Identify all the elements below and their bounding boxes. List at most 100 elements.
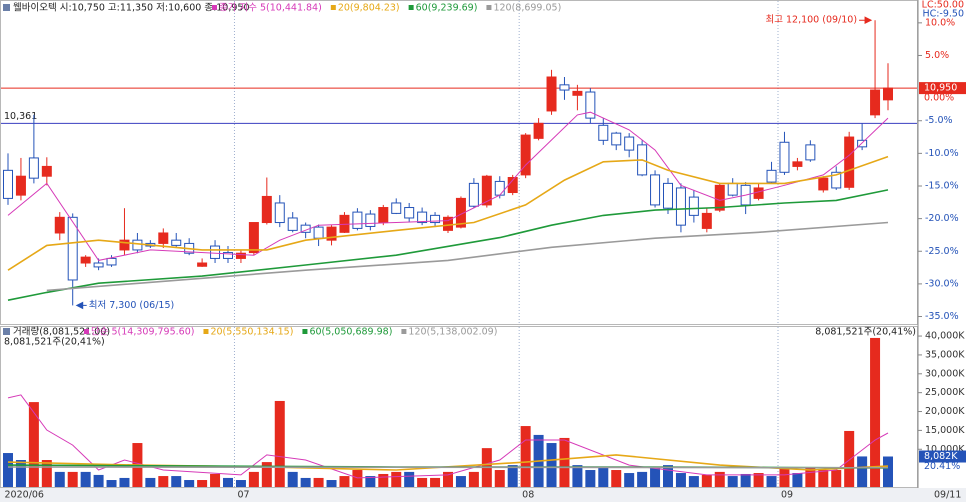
volume-bar [248,471,259,487]
candle-body [417,211,428,224]
volume-bar [520,426,531,487]
volume-bar [145,477,156,487]
candle-body [766,169,777,183]
candle-body [261,195,272,224]
moving-average [7,111,889,261]
legend-marker [84,329,89,334]
candle-body [688,196,699,216]
volume-bar [197,480,208,487]
moving-average [46,221,889,292]
current-volume-box [919,450,966,463]
volume-bar [106,480,117,487]
volume-bar [611,470,622,487]
volume-bar [857,456,868,487]
candle-body [675,187,686,226]
volume-bar [261,462,272,487]
volume-bar [93,474,104,487]
candle-body [235,252,246,259]
candle-body [365,213,376,227]
volume-bar [766,476,777,487]
volume-title: 거래량(8,081,521.00) [13,326,110,338]
volume-bar [792,473,803,487]
candle-body [546,76,557,112]
volume-bar [158,476,169,487]
candle-body [28,157,39,179]
volume-label: 8,081,521주(20,41%) [815,327,916,338]
candle-body [132,239,143,251]
y-tick-label: -20.0% [925,213,959,224]
volume-bar [365,476,376,487]
candle-body [197,262,208,267]
candle-body [494,180,505,196]
y-tick-label: 15,000K [925,425,965,436]
volume-bar [80,471,91,487]
volume-bar [714,471,725,487]
volume-bar [41,460,52,487]
y-tick-label: 25,000K [925,387,965,398]
current-volume-label: 8,082K [924,451,958,462]
volume-bar [455,476,466,487]
x-tick-label: 08 [522,490,534,501]
candle-body [210,245,221,259]
candle-body [15,175,26,196]
candle-body [481,175,492,206]
volume-bar [404,471,415,487]
volume-bar [443,471,453,487]
volume-bar [559,437,570,487]
volume-bar [28,402,39,487]
volume-bar [844,430,855,487]
volume-bar [274,400,285,487]
current-pct-label: 0.00% [924,93,954,104]
candle-body [106,257,117,266]
candle-body [430,214,441,224]
volume-bar [637,471,648,487]
candle-body [727,182,738,196]
candle-body [805,144,816,161]
legend-marker [408,5,414,10]
moving-average [7,155,889,271]
candle-body [883,87,893,101]
moving-average [7,394,889,479]
y-tick-label: 40,000K [925,331,965,342]
volume-bar [507,465,518,487]
candle-body [158,232,169,244]
candle-body [41,165,52,177]
volume-icon [3,328,10,335]
candle-body [779,141,790,173]
candle-body [572,90,583,96]
volume-bar [378,473,389,487]
candle-body [391,202,402,214]
volume-bar [184,480,195,487]
volume-bar [339,476,350,487]
moving-average [7,466,889,469]
volume-bar [171,476,182,487]
candle-body [714,184,725,211]
candle-body [80,256,91,264]
candle-body [598,124,609,141]
volume-bar [585,470,596,487]
candle-body [520,134,531,176]
volume-bar [223,477,233,487]
annotation-arrow [75,301,87,310]
volume-bar [54,471,65,487]
volume-bar [883,456,893,487]
volume-bar [430,477,441,487]
candle-body [468,182,479,207]
date-strip [0,488,966,502]
current-volume-ratio: 20.41% [924,461,960,472]
volume-bar [494,470,505,487]
volume-bar [391,471,402,487]
candle-body [378,207,389,224]
volume-bar [870,337,881,487]
legend-marker [401,329,407,334]
candle-body [844,136,855,188]
candle-body [650,174,661,206]
candle-body [533,122,544,139]
candle-body [455,197,466,228]
corner-label: HC:-9.50 [922,9,964,20]
volume-bar [779,467,790,487]
volume-bar [818,470,829,487]
volume-bar [546,443,557,487]
volume-bar [468,471,479,487]
legend-marker [212,5,217,10]
